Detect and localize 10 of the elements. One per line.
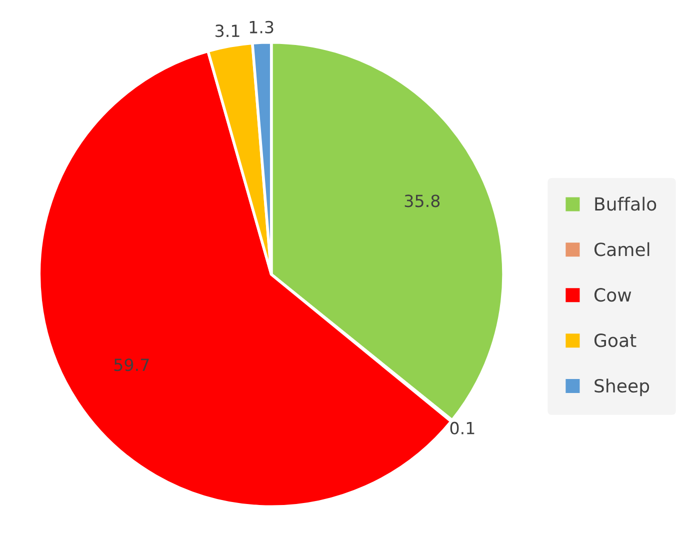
data-label: 59.7 bbox=[114, 358, 149, 372]
legend-label: Cow bbox=[594, 288, 632, 302]
data-label: 0.1 bbox=[450, 422, 474, 434]
data-label: 1.3 bbox=[250, 20, 274, 34]
data-label: 3.1 bbox=[216, 24, 240, 38]
legend-label: Buffalo bbox=[595, 196, 656, 211]
legend-label: Goat bbox=[594, 334, 636, 348]
legend-label: Sheep bbox=[594, 378, 650, 396]
data-label: 35.8 bbox=[404, 194, 440, 208]
legend-label: Camel bbox=[594, 242, 650, 256]
